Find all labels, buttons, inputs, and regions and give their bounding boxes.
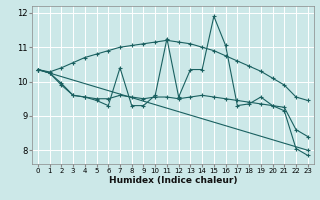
X-axis label: Humidex (Indice chaleur): Humidex (Indice chaleur) (108, 176, 237, 185)
